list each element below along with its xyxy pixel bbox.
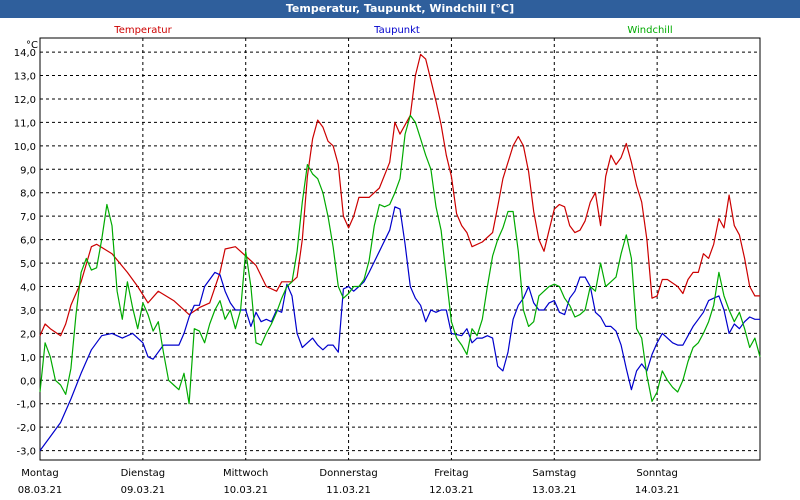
y-tick-label: 6,0 — [20, 236, 36, 247]
x-tick-date: 13.03.21 — [532, 485, 577, 496]
x-tick-day: Montag — [21, 468, 58, 479]
y-tick-label: 14,0 — [14, 48, 36, 59]
series-line-taupunkt — [39, 206, 760, 451]
x-tick-day: Donnerstag — [319, 468, 377, 479]
x-tick-date: 11.03.21 — [326, 485, 371, 496]
x-tick-day: Samstag — [532, 468, 576, 479]
legend-item-windchill: Windchill — [627, 25, 672, 36]
y-tick-label: 5,0 — [20, 259, 36, 270]
y-tick-label: 13,0 — [14, 72, 36, 83]
y-tick-label: 0,0 — [20, 376, 36, 387]
x-tick-date: 08.03.21 — [18, 485, 63, 496]
y-tick-label: 9,0 — [20, 165, 36, 176]
y-tick-label: -1,0 — [16, 400, 36, 411]
series-line-temperatur — [39, 53, 760, 337]
legend-item-taupunkt: Taupunkt — [373, 25, 420, 36]
chart-title: Temperatur, Taupunkt, Windchill [°C] — [285, 2, 515, 15]
y-tick-label: 2,0 — [20, 329, 36, 340]
x-tick-date: 14.03.21 — [635, 485, 680, 496]
y-tick-label: 12,0 — [14, 95, 36, 106]
x-tick-day: Mittwoch — [223, 468, 268, 479]
x-tick-date: 12.03.21 — [429, 485, 474, 496]
y-tick-label: 4,0 — [20, 283, 36, 294]
y-tick-label: 10,0 — [14, 142, 36, 153]
y-tick-label: 7,0 — [20, 212, 36, 223]
y-tick-label: -3,0 — [16, 447, 36, 458]
legend: Temperatur Taupunkt Windchill — [113, 25, 672, 36]
x-tick-day: Sonntag — [636, 468, 678, 479]
chart-title-bar: Temperatur, Taupunkt, Windchill [°C] — [0, 0, 800, 18]
grid-lines — [40, 38, 760, 460]
y-axis: -3,0 -2,0 -1,0 0,0 1,0 2,0 3,0 4,0 5,0 6,0 7,0 8,0 9… — [14, 48, 36, 458]
x-tick-date: 09.03.21 — [121, 485, 166, 496]
y-tick-label: 1,0 — [20, 353, 36, 364]
y-tick-label: 3,0 — [20, 306, 36, 317]
x-tick-day: Dienstag — [121, 468, 166, 479]
y-tick-label: -2,0 — [16, 423, 36, 434]
series-line-windchill — [39, 114, 761, 405]
x-tick-day: Freitag — [434, 468, 468, 479]
plot-frame — [39, 37, 761, 461]
y-tick-label: 8,0 — [20, 189, 36, 200]
series-lines — [39, 53, 761, 451]
y-tick-label: 11,0 — [14, 118, 36, 129]
legend-item-temperatur: Temperatur — [113, 25, 172, 36]
x-tick-date: 10.03.21 — [223, 485, 268, 496]
x-axis: Montag 08.03.21 Dienstag 09.03.21 Mittwoch 10… — [18, 468, 680, 496]
y-unit-label: °C — [26, 40, 38, 51]
